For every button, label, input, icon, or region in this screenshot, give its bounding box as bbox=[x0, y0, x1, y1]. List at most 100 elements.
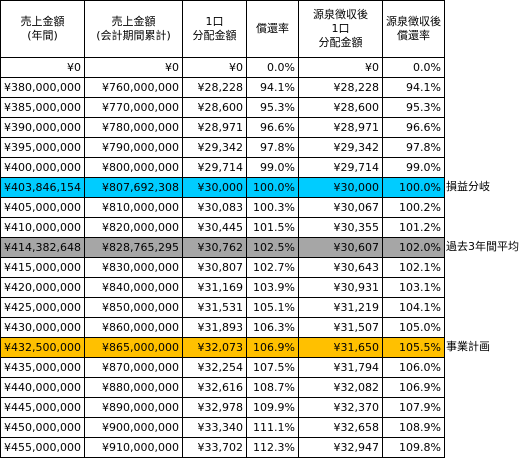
cell-after-tax-distribution: ¥28,971 bbox=[298, 117, 383, 138]
cell-annual-sales: ¥400,000,000 bbox=[0, 157, 85, 178]
cell-cumulative-sales: ¥760,000,000 bbox=[84, 77, 183, 98]
cell-cumulative-sales: ¥770,000,000 bbox=[84, 97, 183, 118]
header-redemption-rate: 償還率 bbox=[246, 0, 299, 58]
cell-per-unit-distribution: ¥32,978 bbox=[182, 397, 247, 418]
cell-after-tax-redemption-rate: 100.0% bbox=[382, 177, 445, 198]
cell-redemption-rate: 102.5% bbox=[246, 237, 299, 258]
table-row: ¥414,382,648 ¥828,765,295 ¥30,762 102.5% ¥30… bbox=[0, 237, 445, 258]
cell-cumulative-sales: ¥800,000,000 bbox=[84, 157, 183, 178]
cell-cumulative-sales: ¥860,000,000 bbox=[84, 317, 183, 338]
cell-annual-sales: ¥420,000,000 bbox=[0, 277, 85, 298]
cell-redemption-rate: 106.3% bbox=[246, 317, 299, 338]
cell-redemption-rate: 112.3% bbox=[246, 437, 299, 458]
cell-redemption-rate: 101.5% bbox=[246, 217, 299, 238]
cell-annual-sales: ¥425,000,000 bbox=[0, 297, 85, 318]
table-row: ¥390,000,000 ¥780,000,000 ¥28,971 96.6% ¥28,… bbox=[0, 117, 445, 138]
cell-annual-sales: ¥440,000,000 bbox=[0, 377, 85, 398]
cell-after-tax-distribution: ¥30,000 bbox=[298, 177, 383, 198]
cell-after-tax-distribution: ¥32,370 bbox=[298, 397, 383, 418]
cell-per-unit-distribution: ¥29,342 bbox=[182, 137, 247, 158]
table-row: ¥380,000,000 ¥760,000,000 ¥28,228 94.1% ¥28,… bbox=[0, 77, 445, 98]
cell-after-tax-redemption-rate: 102.0% bbox=[382, 237, 445, 258]
cell-cumulative-sales: ¥910,000,000 bbox=[84, 437, 183, 458]
cell-per-unit-distribution: ¥32,254 bbox=[182, 357, 247, 378]
cell-cumulative-sales: ¥890,000,000 bbox=[84, 397, 183, 418]
cell-after-tax-redemption-rate: 102.1% bbox=[382, 257, 445, 278]
cell-after-tax-redemption-rate: 94.1% bbox=[382, 77, 445, 98]
cell-annual-sales: ¥395,000,000 bbox=[0, 137, 85, 158]
header-annual-sales: 売上金額 (年間) bbox=[0, 0, 85, 58]
cell-after-tax-distribution: ¥31,794 bbox=[298, 357, 383, 378]
cell-annual-sales: ¥415,000,000 bbox=[0, 257, 85, 278]
cell-after-tax-distribution: ¥31,219 bbox=[298, 297, 383, 318]
highlight-label: 事業計画 bbox=[446, 340, 490, 353]
cell-per-unit-distribution: ¥30,807 bbox=[182, 257, 247, 278]
cell-after-tax-distribution: ¥30,931 bbox=[298, 277, 383, 298]
cell-after-tax-distribution: ¥30,355 bbox=[298, 217, 383, 238]
cell-cumulative-sales: ¥865,000,000 bbox=[84, 337, 183, 358]
cell-per-unit-distribution: ¥33,702 bbox=[182, 437, 247, 458]
cell-after-tax-distribution: ¥29,714 bbox=[298, 157, 383, 178]
cell-per-unit-distribution: ¥28,971 bbox=[182, 117, 247, 138]
cell-annual-sales: ¥410,000,000 bbox=[0, 217, 85, 238]
cell-annual-sales: ¥445,000,000 bbox=[0, 397, 85, 418]
table-row: ¥403,846,154 ¥807,692,308 ¥30,000 100.0% ¥30… bbox=[0, 177, 445, 198]
cell-after-tax-distribution: ¥29,342 bbox=[298, 137, 383, 158]
cell-per-unit-distribution: ¥31,169 bbox=[182, 277, 247, 298]
cell-cumulative-sales: ¥828,765,295 bbox=[84, 237, 183, 258]
table-row: ¥425,000,000 ¥850,000,000 ¥31,531 105.1% ¥31… bbox=[0, 297, 445, 318]
cell-after-tax-redemption-rate: 101.2% bbox=[382, 217, 445, 238]
cell-redemption-rate: 102.7% bbox=[246, 257, 299, 278]
cell-redemption-rate: 106.9% bbox=[246, 337, 299, 358]
cell-after-tax-redemption-rate: 100.2% bbox=[382, 197, 445, 218]
cell-redemption-rate: 111.1% bbox=[246, 417, 299, 438]
cell-redemption-rate: 109.9% bbox=[246, 397, 299, 418]
table-row: ¥0 ¥0 ¥0 0.0% ¥0 0.0% bbox=[0, 57, 445, 78]
cell-redemption-rate: 0.0% bbox=[246, 57, 299, 78]
cell-redemption-rate: 108.7% bbox=[246, 377, 299, 398]
cell-redemption-rate: 97.8% bbox=[246, 137, 299, 158]
table-body: ¥0 ¥0 ¥0 0.0% ¥0 0.0% ¥380,000,000 ¥760,000,000… bbox=[0, 57, 445, 458]
cell-annual-sales: ¥385,000,000 bbox=[0, 97, 85, 118]
cell-after-tax-redemption-rate: 96.6% bbox=[382, 117, 445, 138]
cell-redemption-rate: 107.5% bbox=[246, 357, 299, 378]
table-row: ¥450,000,000 ¥900,000,000 ¥33,340 111.1% ¥32… bbox=[0, 417, 445, 438]
cell-annual-sales: ¥390,000,000 bbox=[0, 117, 85, 138]
cell-after-tax-redemption-rate: 105.5% bbox=[382, 337, 445, 358]
cell-after-tax-redemption-rate: 105.0% bbox=[382, 317, 445, 338]
cell-per-unit-distribution: ¥28,228 bbox=[182, 77, 247, 98]
cell-cumulative-sales: ¥850,000,000 bbox=[84, 297, 183, 318]
table-row: ¥455,000,000 ¥910,000,000 ¥33,702 112.3% ¥32… bbox=[0, 437, 445, 458]
cell-cumulative-sales: ¥870,000,000 bbox=[84, 357, 183, 378]
cell-cumulative-sales: ¥820,000,000 bbox=[84, 217, 183, 238]
cell-annual-sales: ¥403,846,154 bbox=[0, 177, 85, 198]
cell-annual-sales: ¥450,000,000 bbox=[0, 417, 85, 438]
table-row: ¥400,000,000 ¥800,000,000 ¥29,714 99.0% ¥29,… bbox=[0, 157, 445, 178]
cell-redemption-rate: 100.3% bbox=[246, 197, 299, 218]
cell-redemption-rate: 100.0% bbox=[246, 177, 299, 198]
cell-after-tax-redemption-rate: 108.9% bbox=[382, 417, 445, 438]
cell-after-tax-distribution: ¥32,658 bbox=[298, 417, 383, 438]
cell-cumulative-sales: ¥880,000,000 bbox=[84, 377, 183, 398]
cell-redemption-rate: 96.6% bbox=[246, 117, 299, 138]
cell-cumulative-sales: ¥810,000,000 bbox=[84, 197, 183, 218]
cell-after-tax-distribution: ¥28,600 bbox=[298, 97, 383, 118]
cell-per-unit-distribution: ¥30,762 bbox=[182, 237, 247, 258]
cell-after-tax-redemption-rate: 99.0% bbox=[382, 157, 445, 178]
table-row: ¥410,000,000 ¥820,000,000 ¥30,445 101.5% ¥30… bbox=[0, 217, 445, 238]
cell-redemption-rate: 105.1% bbox=[246, 297, 299, 318]
cell-after-tax-redemption-rate: 103.1% bbox=[382, 277, 445, 298]
cell-redemption-rate: 95.3% bbox=[246, 97, 299, 118]
cell-after-tax-redemption-rate: 106.9% bbox=[382, 377, 445, 398]
cell-cumulative-sales: ¥900,000,000 bbox=[84, 417, 183, 438]
cell-after-tax-redemption-rate: 104.1% bbox=[382, 297, 445, 318]
cell-per-unit-distribution: ¥28,600 bbox=[182, 97, 247, 118]
cell-annual-sales: ¥430,000,000 bbox=[0, 317, 85, 338]
cell-after-tax-redemption-rate: 95.3% bbox=[382, 97, 445, 118]
cell-per-unit-distribution: ¥31,531 bbox=[182, 297, 247, 318]
cell-annual-sales: ¥405,000,000 bbox=[0, 197, 85, 218]
cell-after-tax-redemption-rate: 97.8% bbox=[382, 137, 445, 158]
cell-redemption-rate: 99.0% bbox=[246, 157, 299, 178]
table-row: ¥405,000,000 ¥810,000,000 ¥30,083 100.3% ¥30… bbox=[0, 197, 445, 218]
cell-after-tax-redemption-rate: 107.9% bbox=[382, 397, 445, 418]
